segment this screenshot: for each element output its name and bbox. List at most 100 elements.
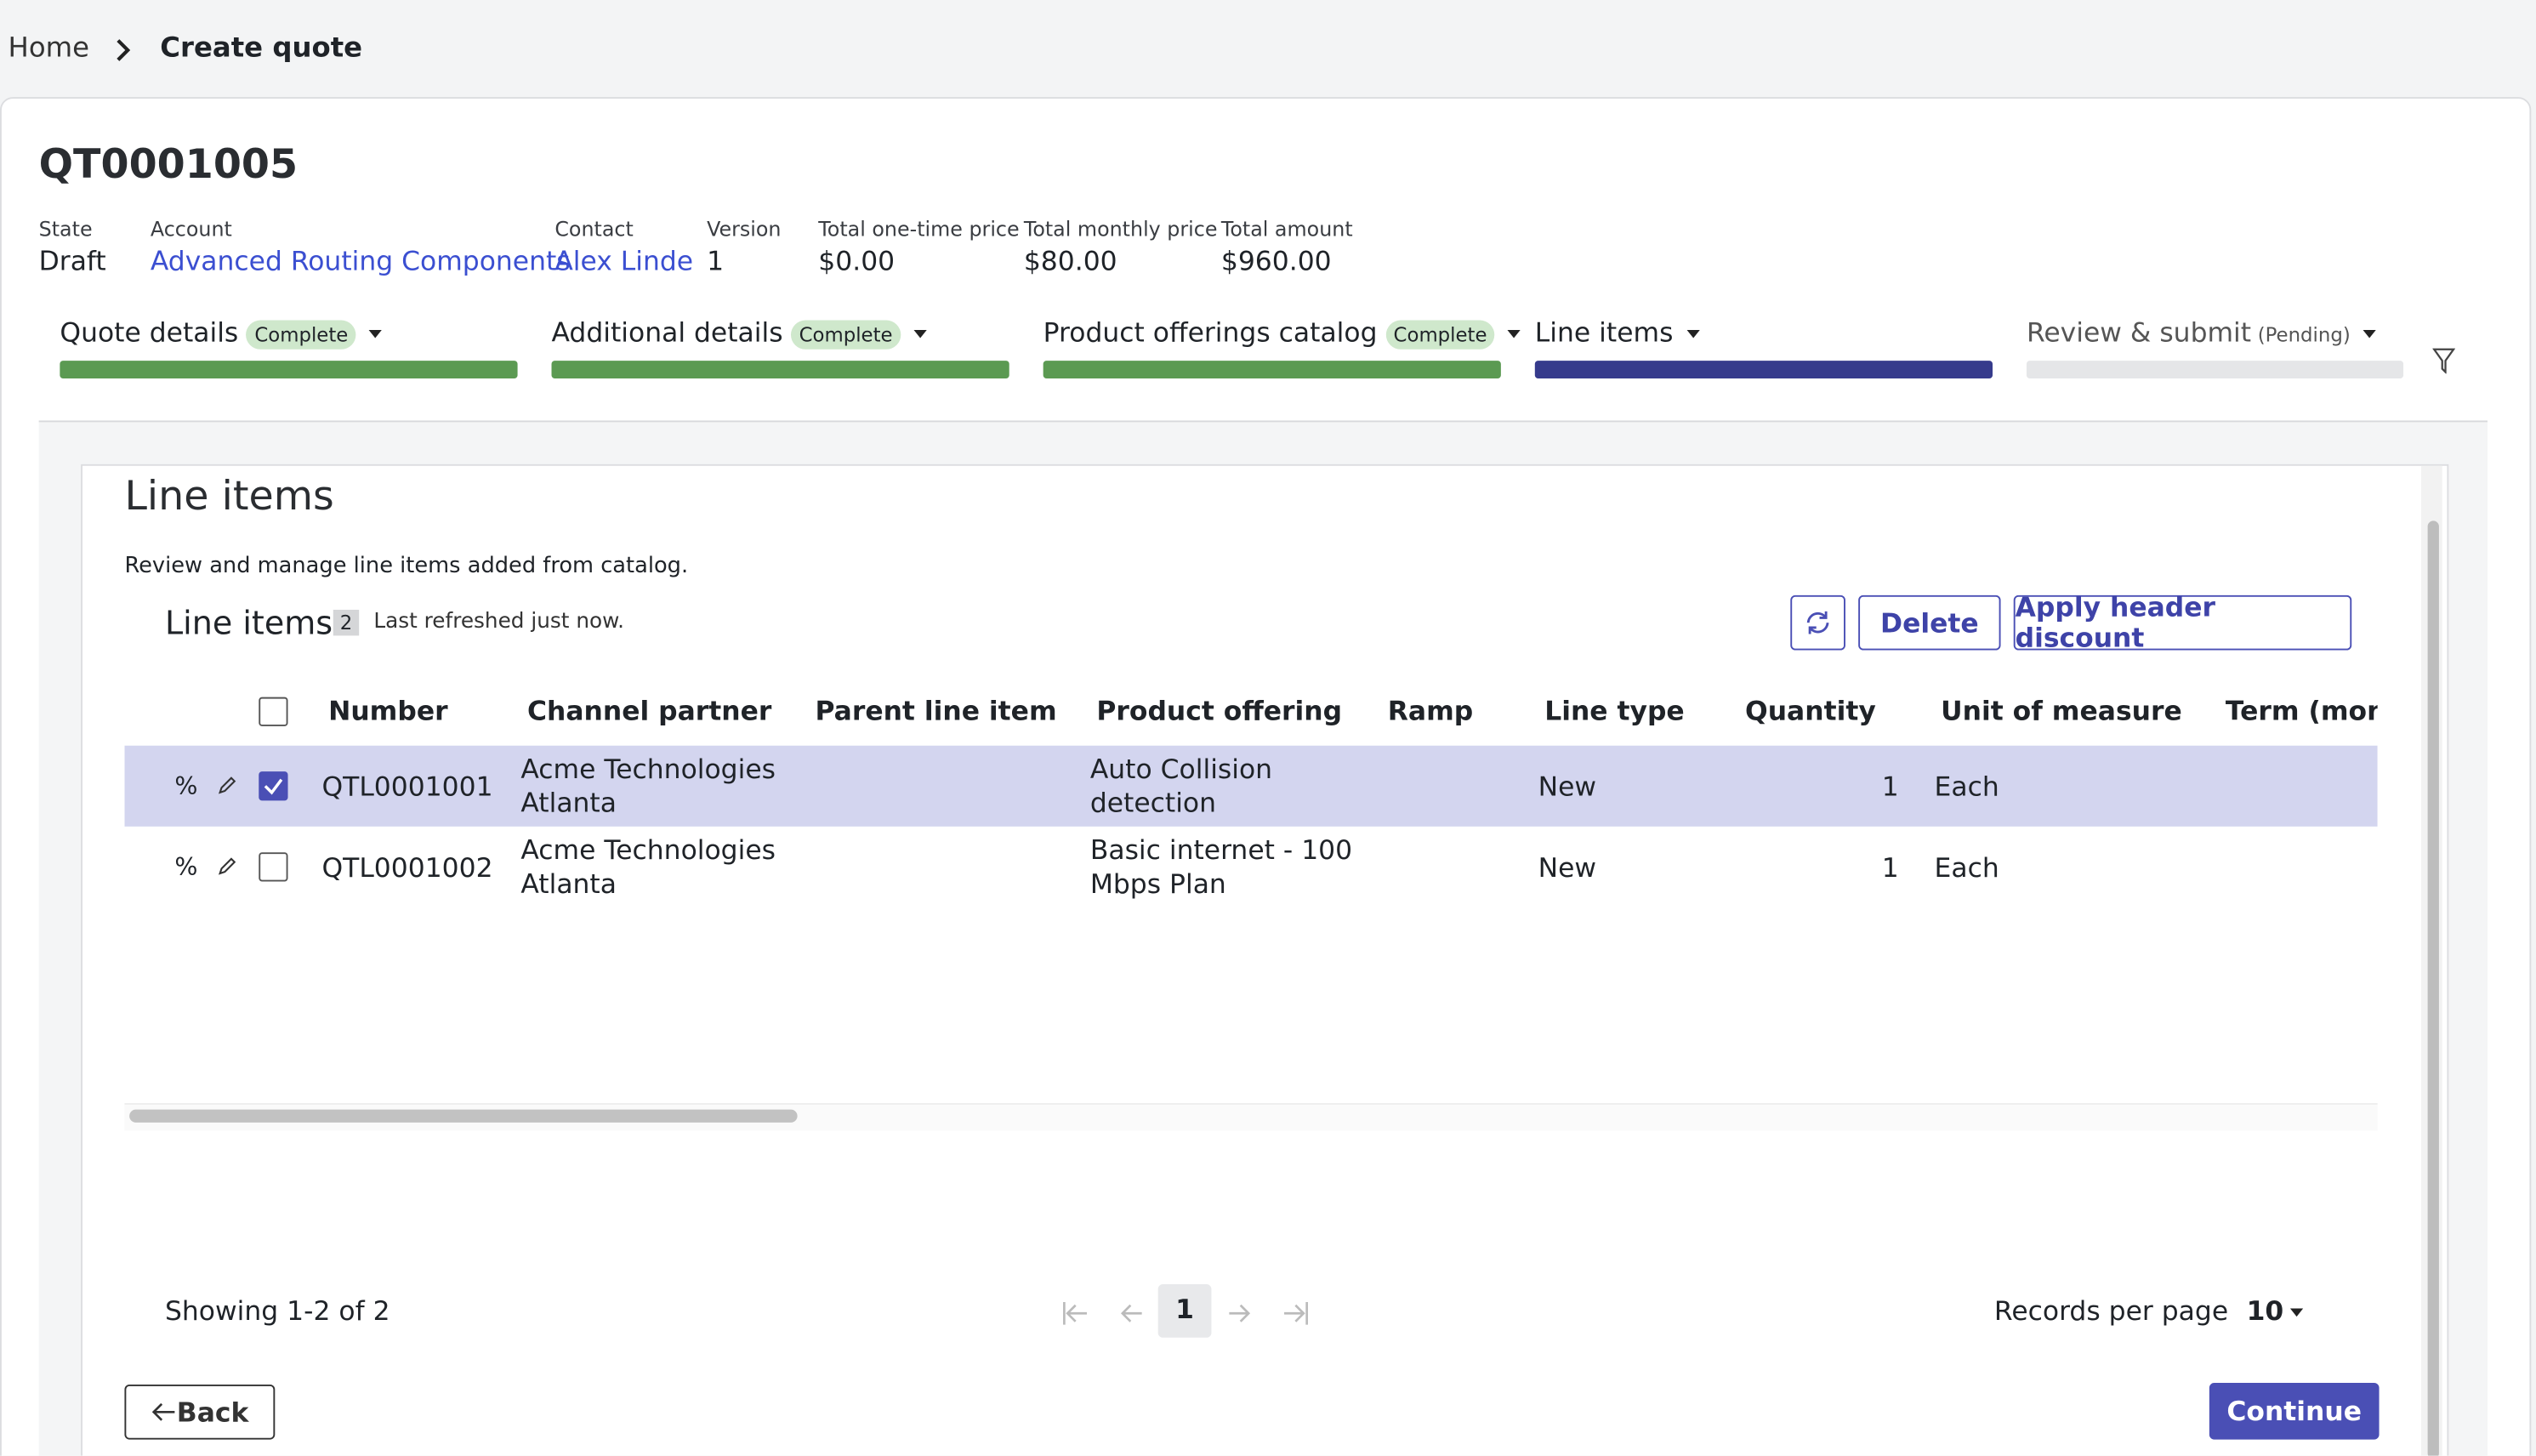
records-per-page-select[interactable]: 10 [2247,1298,2304,1325]
breadcrumb-current: Create quote [160,32,363,65]
edit-icon[interactable] [217,856,236,881]
cell-line-type: New [1538,771,1597,803]
field-label: Total monthly price [1023,216,1218,242]
discount-icon[interactable]: % [174,771,198,801]
cell-product-offering: Auto Collision [1089,754,1273,785]
step-label: Quote details [60,316,239,348]
step-bar [551,361,1009,379]
row-checkbox[interactable] [259,771,288,801]
filter-icon[interactable] [2432,348,2455,374]
column-header[interactable]: Product offering [1096,695,1343,726]
table-title: Line items [164,603,333,643]
step-badge: Complete [1385,320,1496,350]
continue-button[interactable]: Continue [2209,1383,2380,1440]
step-header[interactable]: Line items [1535,319,1699,347]
cell-channel-partner: Atlanta [520,788,617,819]
step-header[interactable]: Additional details Complete [552,319,927,350]
field-value[interactable]: Alex Linde [554,246,694,277]
step-label: Product offerings catalog [1043,316,1378,348]
field-label: Contact [554,216,634,242]
line-items-table: Number Channel partner Parent line item Pro… [124,680,2378,1133]
records-per-page-value: 10 [2246,1295,2284,1327]
step-bar [60,361,518,379]
step-badge: Complete [246,320,356,350]
quote-number: QT0001005 [38,140,299,188]
column-header[interactable]: Channel partner [526,695,772,726]
vertical-scroll-thumb[interactable] [2427,520,2439,1456]
field-value: Draft [38,246,106,277]
step-header[interactable]: Product offerings catalog Complete [1043,319,1521,350]
table-row: % QTL0001002 Acme Technologies Atlanta Basic… [124,827,2377,907]
field-label: Account [150,216,232,242]
step-label: Review & submit [2026,316,2252,348]
step-caret [2363,329,2377,338]
delete-button[interactable]: Delete [1858,594,2001,651]
column-header[interactable]: Term (months) [2225,695,2378,726]
cell-number: QTL0001001 [321,771,493,803]
pagination-summary: Showing 1-2 of 2 [164,1295,390,1327]
header-checkbox[interactable] [259,697,288,726]
field-label: Version [707,216,782,242]
field-label: Total one-time price [818,216,1020,242]
horizontal-scroll-thumb[interactable] [129,1109,798,1123]
field-label: Total amount [1220,216,1353,242]
step-bar [1043,361,1501,379]
row-checkbox[interactable] [259,852,288,882]
cell-product-offering: Basic internet - 100 [1089,834,1353,866]
step-badge: Complete [791,320,901,350]
breadcrumb-home[interactable]: Home [8,32,89,65]
back-arrow [152,1402,175,1421]
column-header[interactable]: Ramp [1387,695,1474,726]
edit-icon[interactable] [217,775,236,800]
step-status: (Pending) [2257,323,2351,346]
field-value: 1 [707,246,725,277]
discount-icon[interactable]: % [174,852,198,882]
back-button[interactable]: Back [124,1384,276,1440]
refresh-status: Last refreshed just now. [373,609,624,634]
cell-channel-partner: Acme Technologies [520,754,776,785]
cell-product-offering: detection [1089,788,1217,819]
cell-product-offering: Mbps Plan [1089,868,1226,900]
field-label: State [38,216,93,242]
column-header[interactable]: Quantity [1745,695,1876,726]
cell-number: QTL0001002 [321,852,493,884]
table-row: % QTL0001001 Acme Technologies Atlanta Auto … [124,745,2378,827]
cell-quantity: 1 [1881,771,1899,803]
records-per-page-label: Records per page [1993,1295,2229,1327]
column-header[interactable]: Parent line item [815,695,1057,726]
step-caret [1686,329,1699,338]
step-header[interactable]: Review & submit (Pending) [2027,319,2377,347]
count-badge: 2 [333,609,360,636]
field-value: $80.00 [1023,246,1117,277]
field-value: $0.00 [818,246,896,277]
pagination-arrows[interactable] [1060,1297,1318,1329]
current-page[interactable]: 1 [1157,1284,1212,1338]
step-bar [2026,361,2404,379]
column-header[interactable]: Number [328,695,448,726]
panel-title: Line items [124,472,334,520]
step-caret [369,329,383,338]
column-header[interactable]: Unit of measure [1941,695,2182,726]
back-label: Back [176,1396,249,1428]
cell-quantity: 1 [1881,852,1899,884]
cell-line-type: New [1538,852,1597,884]
breadcrumb-separator [117,39,131,61]
cell-channel-partner: Acme Technologies [520,834,776,866]
cell-unit: Each [1934,852,1999,884]
refresh-button[interactable] [1790,594,1845,651]
step-label: Line items [1534,316,1674,348]
cell-channel-partner: Atlanta [520,868,617,900]
step-header[interactable]: Quote details Complete [60,319,383,350]
step-caret [1508,329,1521,338]
step-bar [1534,361,1993,379]
panel-description: Review and manage line items added from … [124,553,689,579]
column-header[interactable]: Line type [1544,695,1685,726]
cell-unit: Each [1934,771,1999,803]
field-value: $960.00 [1220,246,1332,277]
step-label: Additional details [551,316,783,348]
field-value[interactable]: Advanced Routing Components [150,246,571,277]
step-caret [913,329,927,338]
apply-discount-button[interactable]: Apply header discount [2013,592,2352,653]
